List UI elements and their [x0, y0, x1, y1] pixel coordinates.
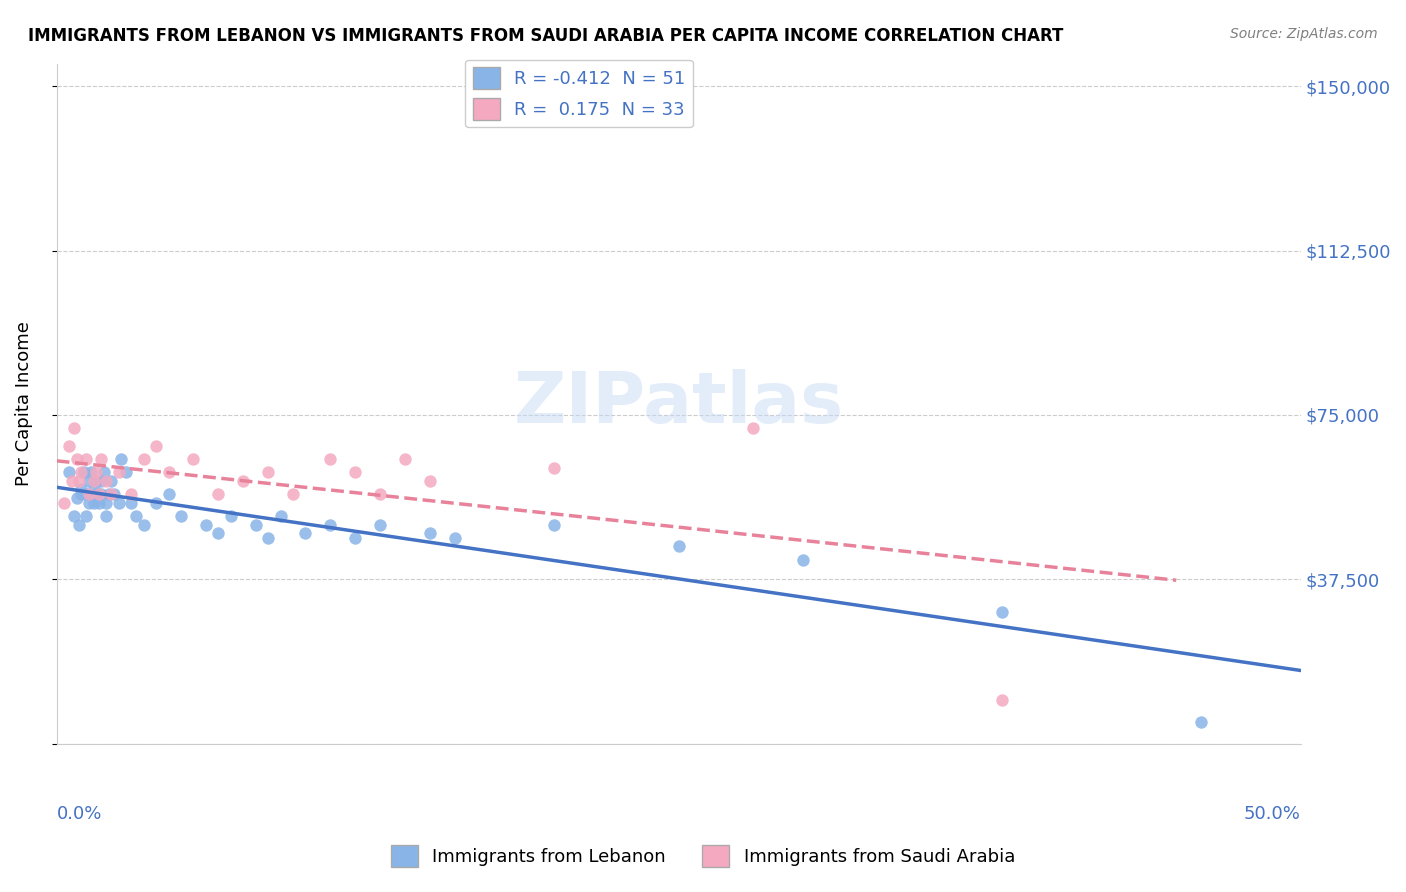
Point [157, 487, 180, 501]
Text: 50.0%: 50.0% [1244, 805, 1301, 822]
Point [232, 474, 254, 488]
Point [108, 465, 131, 479]
Legend: Immigrants from Lebanon, Immigrants from Saudi Arabia: Immigrants from Lebanon, Immigrants from… [384, 838, 1022, 874]
Point [257, 531, 280, 545]
Point [90, 474, 112, 488]
Point [319, 451, 342, 466]
Point [53, 495, 76, 509]
Point [245, 517, 267, 532]
Point [58, 439, 80, 453]
Point [103, 487, 125, 501]
Point [443, 531, 465, 545]
Point [77, 487, 100, 501]
Point [77, 474, 100, 488]
Point [132, 451, 155, 466]
Point [67, 474, 90, 488]
Point [207, 526, 229, 541]
Text: 0.0%: 0.0% [56, 805, 103, 822]
Point [145, 439, 167, 453]
Point [120, 495, 142, 509]
Point [115, 465, 138, 479]
Point [207, 487, 229, 501]
Point [63, 508, 86, 523]
Point [344, 465, 367, 479]
Point [120, 487, 142, 501]
Point [194, 517, 217, 532]
Point [87, 487, 110, 501]
Point [394, 451, 416, 466]
Point [70, 483, 93, 497]
Point [543, 460, 565, 475]
Point [75, 451, 97, 466]
Point [257, 465, 280, 479]
Point [991, 693, 1014, 707]
Point [792, 552, 814, 566]
Point [83, 483, 105, 497]
Point [67, 517, 90, 532]
Point [65, 451, 87, 466]
Point [668, 540, 690, 554]
Point [96, 495, 118, 509]
Point [368, 517, 391, 532]
Point [157, 465, 180, 479]
Point [65, 491, 87, 506]
Point [419, 526, 441, 541]
Point [1189, 714, 1212, 729]
Point [108, 495, 131, 509]
Point [80, 465, 103, 479]
Point [83, 495, 105, 509]
Point [86, 487, 108, 501]
Point [83, 474, 105, 488]
Point [96, 508, 118, 523]
Point [281, 487, 304, 501]
Point [63, 421, 86, 435]
Point [368, 487, 391, 501]
Point [170, 508, 193, 523]
Point [73, 465, 96, 479]
Point [270, 508, 292, 523]
Text: IMMIGRANTS FROM LEBANON VS IMMIGRANTS FROM SAUDI ARABIA PER CAPITA INCOME CORREL: IMMIGRANTS FROM LEBANON VS IMMIGRANTS FR… [28, 27, 1063, 45]
Point [90, 451, 112, 466]
Point [319, 517, 342, 532]
Point [96, 474, 118, 488]
Point [70, 487, 93, 501]
Point [125, 508, 148, 523]
Point [87, 495, 110, 509]
Point [110, 451, 132, 466]
Point [294, 526, 316, 541]
Point [991, 605, 1014, 619]
Point [90, 487, 112, 501]
Point [75, 508, 97, 523]
Point [344, 531, 367, 545]
Point [97, 487, 120, 501]
Point [145, 495, 167, 509]
Point [75, 487, 97, 501]
Point [132, 517, 155, 532]
Point [58, 465, 80, 479]
Point [183, 451, 205, 466]
Text: Source: ZipAtlas.com: Source: ZipAtlas.com [1230, 27, 1378, 41]
Point [419, 474, 441, 488]
Point [219, 508, 242, 523]
Legend: R = -0.412  N = 51, R =  0.175  N = 33: R = -0.412 N = 51, R = 0.175 N = 33 [465, 60, 693, 128]
Point [86, 465, 108, 479]
Point [86, 474, 108, 488]
Point [742, 421, 765, 435]
Point [543, 517, 565, 532]
Text: ZIPatlas: ZIPatlas [513, 369, 844, 439]
Y-axis label: Per Capita Income: Per Capita Income [15, 321, 32, 486]
Point [100, 487, 122, 501]
Point [60, 474, 83, 488]
Point [70, 465, 93, 479]
Point [100, 474, 122, 488]
Point [77, 495, 100, 509]
Point [93, 465, 115, 479]
